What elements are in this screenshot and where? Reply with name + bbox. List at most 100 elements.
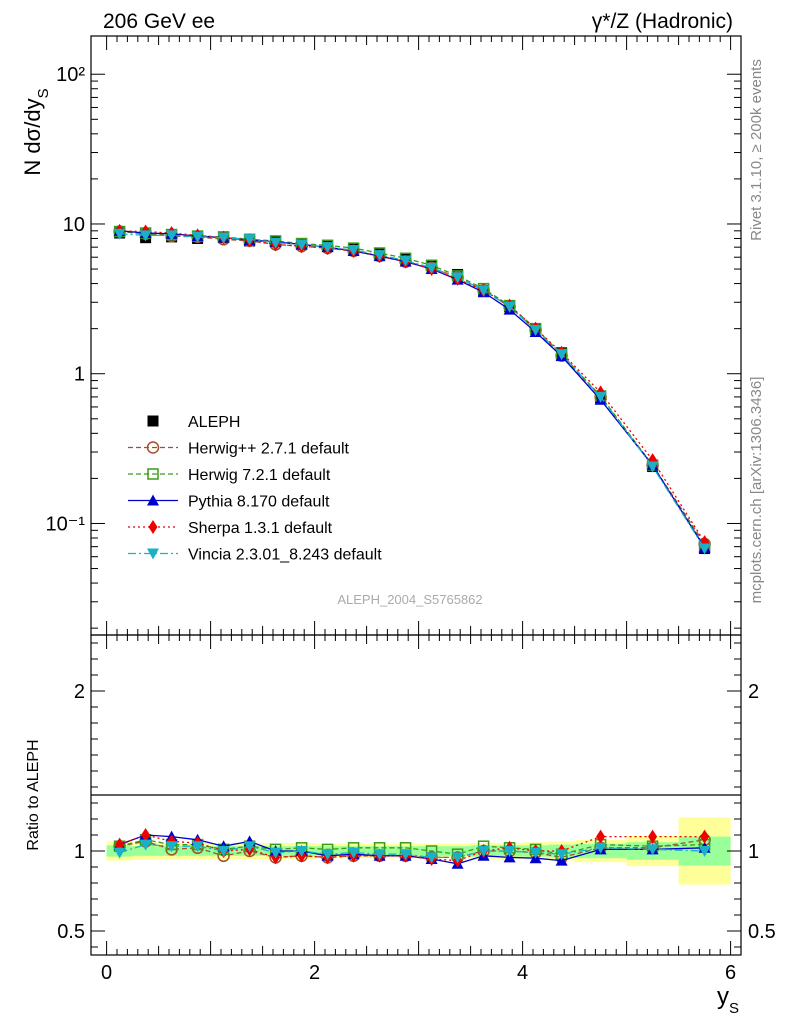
- ratio-y-tick-label: 0.5: [57, 921, 85, 943]
- header-left-title: 206 GeV ee: [103, 10, 215, 33]
- herwig7-ratio-line: [119, 839, 705, 855]
- legend-entry-pythia: Pythia 8.170 default: [128, 494, 330, 511]
- legend-marker: [146, 441, 160, 454]
- x-tick-label: 0: [101, 962, 112, 984]
- ratio-plot-area: [113, 828, 711, 869]
- main-axes: 10⁻¹ 1 10 10²: [46, 36, 741, 635]
- analysis-watermark: ALEPH_2004_S5765862: [337, 592, 482, 607]
- main-y-label-sub: S: [35, 88, 52, 98]
- main-y-tick-label: 10²: [56, 64, 85, 86]
- sherpa-ratio-point: [700, 829, 710, 844]
- vincia-ratio-point: [321, 849, 334, 861]
- vincia-ratio-point: [243, 841, 256, 853]
- legend-label: Herwig 7.2.1 default: [188, 467, 331, 484]
- sherpa-ratio-point: [141, 828, 151, 842]
- ratio-inner-band: [132, 846, 159, 856]
- x-tick-label: 2: [309, 962, 320, 984]
- vincia-ratio-point: [503, 846, 516, 857]
- legend-label: ALEPH: [188, 414, 240, 431]
- legend-label: Pythia 8.170 default: [188, 494, 330, 511]
- vincia-ratio-point: [269, 847, 282, 859]
- vincia-ratio-point: [373, 849, 386, 861]
- rivet-label: Rivet 3.1.10, ≥ 200k events: [748, 59, 765, 241]
- legend-label: Sherpa 1.3.1 default: [188, 520, 333, 537]
- vincia-ratio-point: [165, 841, 178, 853]
- vincia-point: [451, 272, 464, 284]
- x-label-main: y: [717, 983, 729, 1010]
- legend-entry-herwigpp: Herwig++ 2.7.1 default: [128, 441, 350, 458]
- x-axis-label: yS: [717, 983, 739, 1017]
- legend-entry-herwig7: Herwig 7.2.1 default: [128, 467, 331, 484]
- legend-marker: [148, 520, 158, 534]
- ratio-y-tick-label-right: 0.5: [748, 921, 776, 943]
- vincia-series: [113, 228, 711, 555]
- vincia-point: [191, 231, 204, 243]
- legend-label: Vincia 2.3.01_8.243 default: [188, 547, 382, 564]
- legend-marker: [147, 548, 159, 560]
- vincia-ratio-point: [646, 844, 659, 856]
- main-y-tick-label: 10: [63, 214, 85, 236]
- main-y-tick-label: 1: [74, 364, 85, 386]
- ratio-y-axis-label: Ratio to ALEPH: [25, 739, 42, 850]
- vincia-point: [698, 543, 711, 555]
- vincia-point: [269, 237, 282, 249]
- legend-label: Herwig++ 2.7.1 default: [188, 441, 350, 458]
- header-right-title: γ*/Z (Hadronic): [592, 10, 733, 33]
- ratio-frame: [90, 634, 742, 956]
- vincia-point: [529, 324, 542, 336]
- mcplots-label: mcplots.cern.ch [arXiv:1306.3436]: [748, 377, 765, 604]
- vincia-point: [555, 349, 568, 361]
- x-tick-label: 4: [517, 962, 528, 984]
- ratio-y-tick-label: 1: [74, 841, 85, 863]
- main-y-label-main: N dσ/dy: [20, 98, 45, 175]
- ratio-y-tick-label-right: 2: [748, 681, 759, 703]
- vincia-ratio-point: [113, 847, 126, 859]
- vincia-point: [373, 250, 386, 262]
- vincia-point: [113, 228, 126, 240]
- vincia-point: [165, 230, 178, 242]
- vincia-ratio-point: [139, 839, 152, 851]
- main-y-axis-label: N dσ/dyS: [20, 88, 52, 175]
- ratio-axes: 0.5 0.5 1 1 2 2 0 2 4 6: [57, 635, 776, 984]
- vincia-point: [646, 461, 659, 473]
- vincia-ratio-point: [217, 846, 230, 857]
- vincia-point: [594, 391, 607, 403]
- legend-entry-sherpa: Sherpa 1.3.1 default: [128, 520, 333, 537]
- ratio-uncertainty-bands: [106, 817, 731, 885]
- legend-marker: [147, 468, 159, 480]
- vincia-ratio-point: [477, 846, 490, 857]
- vincia-point: [321, 242, 334, 254]
- vincia-point: [503, 301, 516, 313]
- x-tick-label: 6: [725, 962, 736, 984]
- sherpa-ratio-point: [648, 829, 658, 844]
- vincia-ratio-series: [113, 839, 711, 864]
- vincia-ratio-point: [347, 847, 360, 859]
- ratio-y-tick-label: 2: [74, 681, 85, 703]
- legend-marker: [147, 494, 159, 506]
- vincia-ratio-point: [399, 849, 412, 861]
- ratio-panel: 0.5 0.5 1 1 2 2 0 2 4 6 Ratio to ALEPH yS: [25, 634, 776, 1017]
- vincia-point: [295, 239, 308, 251]
- vincia-point: [425, 262, 438, 274]
- sherpa-ratio-point: [596, 829, 606, 844]
- legend-marker: [147, 415, 159, 427]
- vincia-ratio-point: [425, 852, 438, 864]
- vincia-ratio-point: [529, 847, 542, 859]
- legend: ALEPH Herwig++ 2.7.1 default Herwig 7.2.1 …: [128, 414, 382, 564]
- main-frame: [90, 35, 742, 636]
- vincia-ratio-point: [594, 842, 607, 854]
- vincia-point: [399, 255, 412, 267]
- vincia-point: [477, 285, 490, 297]
- vincia-ratio-point: [555, 849, 568, 861]
- main-y-tick-label: 10⁻¹: [46, 513, 86, 535]
- vincia-ratio-point: [451, 852, 464, 864]
- vincia-ratio-point: [295, 846, 308, 857]
- vincia-ratio-point: [698, 846, 711, 857]
- main-plot-area: [113, 223, 711, 555]
- legend-entry-vincia: Vincia 2.3.01_8.243 default: [128, 547, 382, 564]
- x-label-sub: S: [729, 1000, 739, 1017]
- vincia-point: [217, 232, 230, 244]
- vincia-point: [243, 234, 256, 246]
